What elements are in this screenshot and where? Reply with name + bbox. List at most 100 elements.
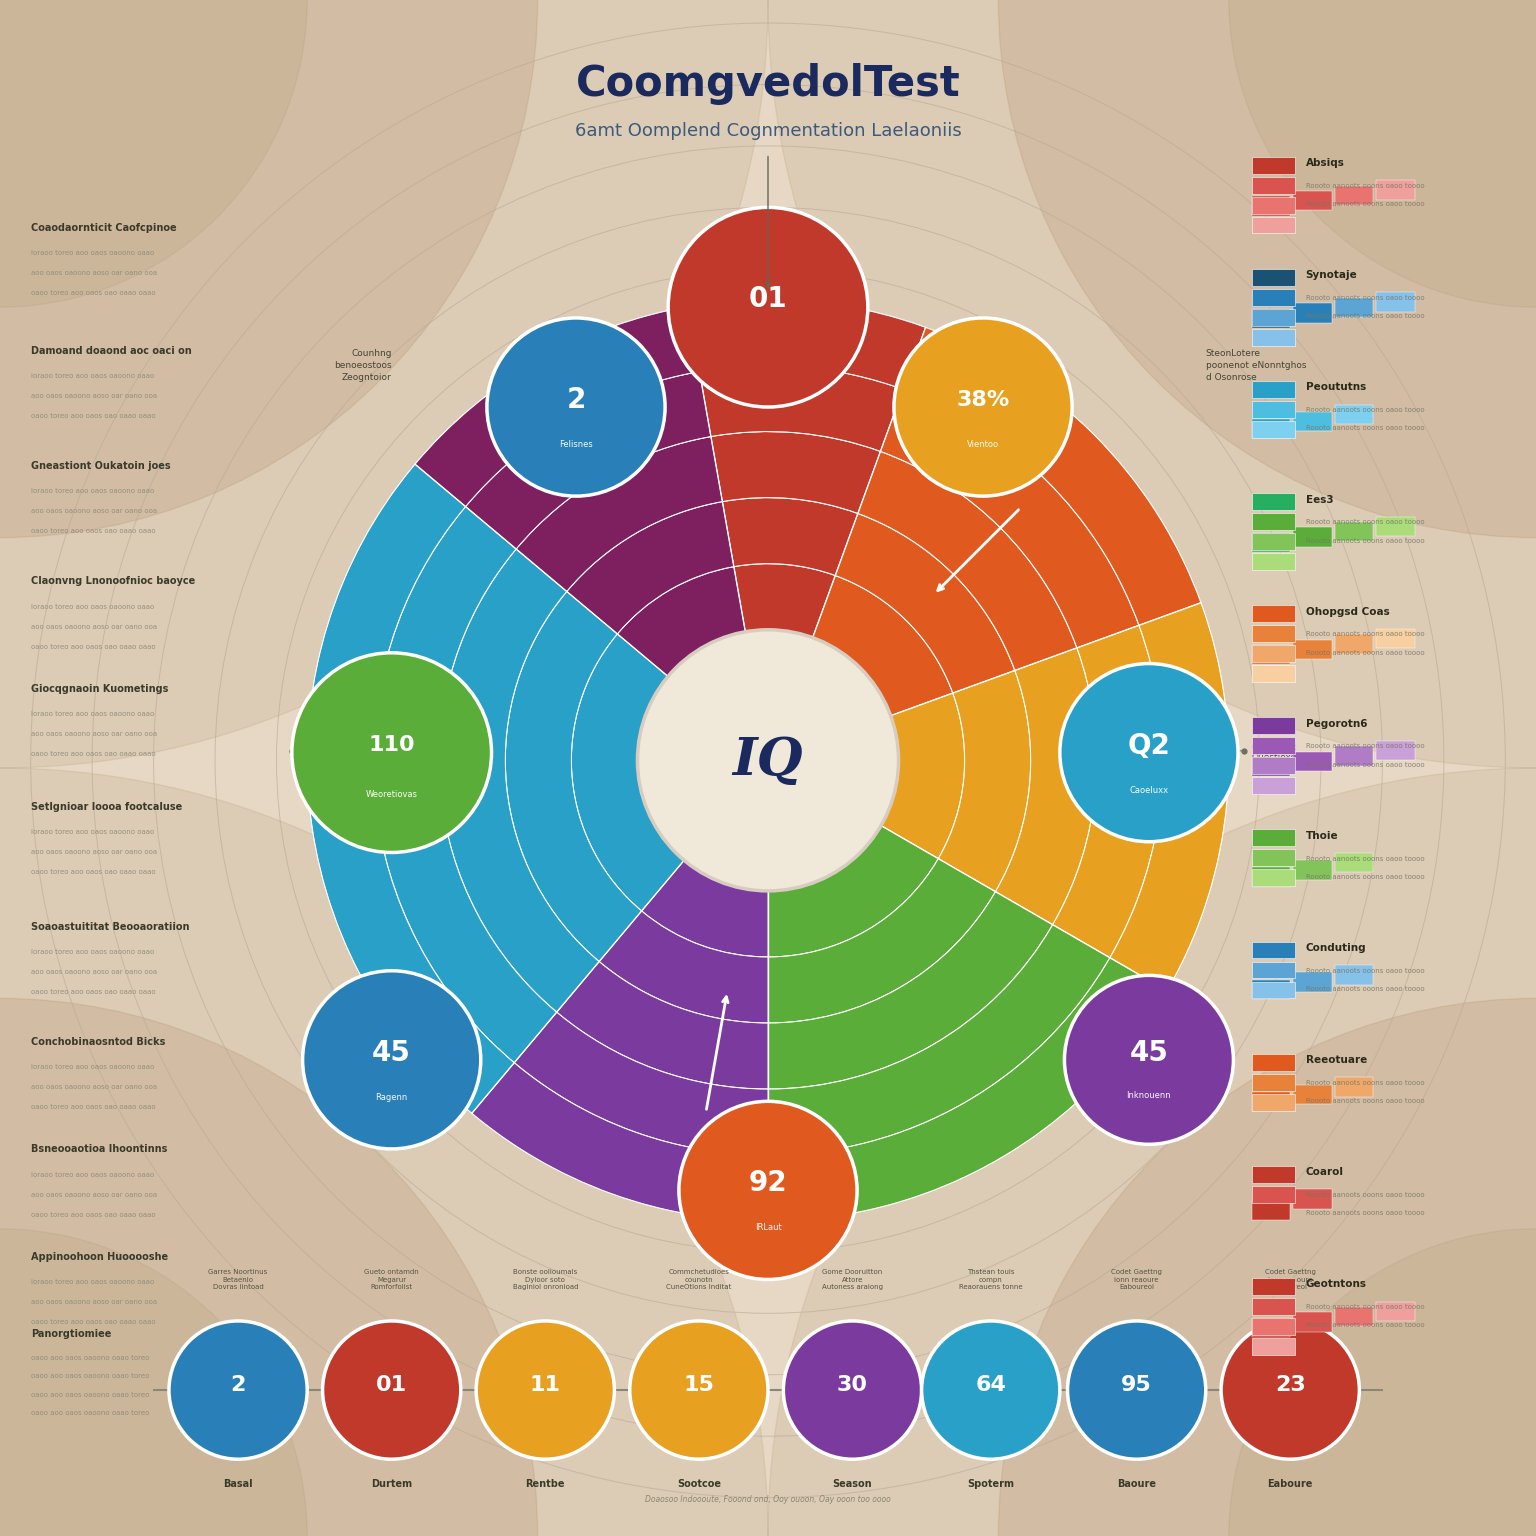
Bar [1335,298,1373,316]
Bar [1252,777,1295,794]
Circle shape [1060,664,1238,842]
Text: oaoo toreo aoo oaos oao oaao oaao: oaoo toreo aoo oaos oao oaao oaao [31,644,155,650]
Bar [1252,1054,1295,1071]
Bar [1252,982,1295,998]
Bar [1335,404,1373,424]
Text: 11: 11 [530,1375,561,1396]
Text: loraoo toreo aoo oaos oaoono oaao: loraoo toreo aoo oaos oaoono oaao [31,1279,154,1286]
Text: 23: 23 [1275,1375,1306,1396]
Text: oaoo aoo oaos oaoono oaao toreo: oaoo aoo oaos oaoono oaao toreo [31,1410,149,1416]
Text: Caoeolurx
Questioxs: Caoeolurx Questioxs [1252,743,1298,762]
Text: Gueto ontamdn
Megarur
Romforfolist: Gueto ontamdn Megarur Romforfolist [364,1269,419,1290]
Text: Panorgtiomiee: Panorgtiomiee [31,1329,111,1339]
Text: 30: 30 [837,1375,868,1396]
Text: oaoo toreo aoo oaos oao oaao oaao: oaoo toreo aoo oaos oao oaao oaao [31,528,155,535]
Text: Sootcoe: Sootcoe [677,1479,720,1490]
Text: oaoo toreo aoo oaos oao oaao oaao: oaoo toreo aoo oaos oao oaao oaao [31,290,155,296]
Bar [1252,962,1295,978]
Circle shape [303,971,481,1149]
Text: Roooto aanoots ooons oaoo toooo: Roooto aanoots ooons oaoo toooo [1306,1192,1424,1198]
Wedge shape [880,389,1140,648]
Bar [1252,309,1290,329]
Circle shape [0,0,768,768]
Circle shape [0,768,768,1536]
Text: 45: 45 [1129,1038,1169,1068]
Bar [1293,303,1332,323]
Wedge shape [995,648,1097,925]
Text: 110: 110 [369,734,415,754]
Text: loraoo toreo aoo oaos oaoono oaao: loraoo toreo aoo oaos oaoono oaao [31,1064,154,1071]
Bar [1252,717,1295,734]
Text: Roooto aanoots ooons oaoo toooo: Roooto aanoots ooons oaoo toooo [1306,1304,1424,1310]
Wedge shape [722,498,857,576]
Wedge shape [515,1012,768,1155]
Bar [1252,533,1295,550]
Text: aoo oaos oaoono aoso oar oano ooa: aoo oaos oaoono aoso oar oano ooa [31,731,157,737]
Bar [1252,197,1295,214]
Bar [1252,401,1295,418]
Bar [1252,942,1295,958]
Bar [1293,1084,1332,1104]
Wedge shape [699,366,903,452]
Bar [1252,289,1295,306]
Text: oaoo toreo aoo oaos oao oaao oaao: oaoo toreo aoo oaos oao oaao oaao [31,1319,155,1326]
Text: Claonvng Lnonoofnioc baoyce: Claonvng Lnonoofnioc baoyce [31,576,195,587]
Wedge shape [768,859,995,1023]
Text: Gome Dooruitton
Attore
Autoness araiong: Gome Dooruitton Attore Autoness araiong [822,1269,883,1290]
Text: Synotaje: Synotaje [1306,270,1358,281]
Circle shape [0,0,538,538]
Bar [1293,190,1332,210]
Text: Roooto aanoots ooons oaoo toooo: Roooto aanoots ooons oaoo toooo [1306,538,1424,544]
Bar [1376,516,1415,536]
Bar [1252,1318,1290,1336]
Text: SteonLotere
poonenot eNonntghos
d Osonrose: SteonLotere poonenot eNonntghos d Osonro… [1206,349,1306,382]
Bar [1293,1189,1332,1209]
Bar [1376,740,1415,760]
Circle shape [0,0,307,307]
Bar [1376,628,1415,648]
Wedge shape [373,507,556,1063]
Text: 95: 95 [1121,1375,1152,1396]
Bar [1252,177,1295,194]
Bar [1252,605,1295,622]
Text: aoo oaos oaoono aoso oar oano ooa: aoo oaos oaoono aoso oar oano ooa [31,508,157,515]
Text: Thoie: Thoie [1306,831,1338,842]
Text: 64: 64 [975,1375,1006,1396]
Text: Geotntons: Geotntons [1306,1279,1367,1290]
Wedge shape [882,693,965,859]
Text: Giocqgnaoin Kuometings: Giocqgnaoin Kuometings [31,684,167,694]
Text: Peoututns: Peoututns [1306,382,1366,393]
Circle shape [487,318,665,496]
Wedge shape [642,860,768,957]
Circle shape [1229,0,1536,307]
Text: Roooto aanoots ooons oaoo toooo: Roooto aanoots ooons oaoo toooo [1306,425,1424,432]
Bar [1252,421,1295,438]
Text: loraoo toreo aoo oaos oaoono oaao: loraoo toreo aoo oaos oaoono oaao [31,949,154,955]
Wedge shape [711,432,880,513]
Text: Rentbe: Rentbe [525,1479,565,1490]
Text: Damoand doaond aoc oaci on: Damoand doaond aoc oaci on [31,346,192,356]
Text: Setlgnioar Ioooa footcaluse: Setlgnioar Ioooa footcaluse [31,802,181,813]
Bar [1252,757,1290,776]
Bar [1335,634,1373,654]
Bar [1252,1092,1290,1111]
Text: 01: 01 [748,286,788,313]
Text: Roooto aanoots ooons oaoo toooo: Roooto aanoots ooons oaoo toooo [1306,1210,1424,1217]
Bar [1293,1312,1332,1332]
Wedge shape [472,1063,768,1221]
Circle shape [169,1321,307,1459]
Text: loraoo toreo aoo oaos oaoono oaao: loraoo toreo aoo oaos oaoono oaao [31,373,154,379]
Text: loraoo toreo aoo oaos oaoono oaao: loraoo toreo aoo oaos oaoono oaao [31,711,154,717]
Bar [1252,829,1295,846]
Wedge shape [307,464,515,1114]
Bar [1252,1074,1295,1091]
Circle shape [768,768,1536,1536]
Bar [1252,645,1290,664]
Circle shape [768,0,1536,768]
Text: 45: 45 [372,1038,412,1066]
Text: loraoo toreo aoo oaos oaoono oaao: loraoo toreo aoo oaos oaoono oaao [31,250,154,257]
Text: Pegorotn6: Pegorotn6 [1306,719,1367,730]
Text: aoo oaos oaoono aoso oar oano ooa: aoo oaos oaoono aoso oar oano ooa [31,393,157,399]
Text: Roooto aanoots ooons oaoo toooo: Roooto aanoots ooons oaoo toooo [1306,986,1424,992]
Wedge shape [903,327,1201,625]
